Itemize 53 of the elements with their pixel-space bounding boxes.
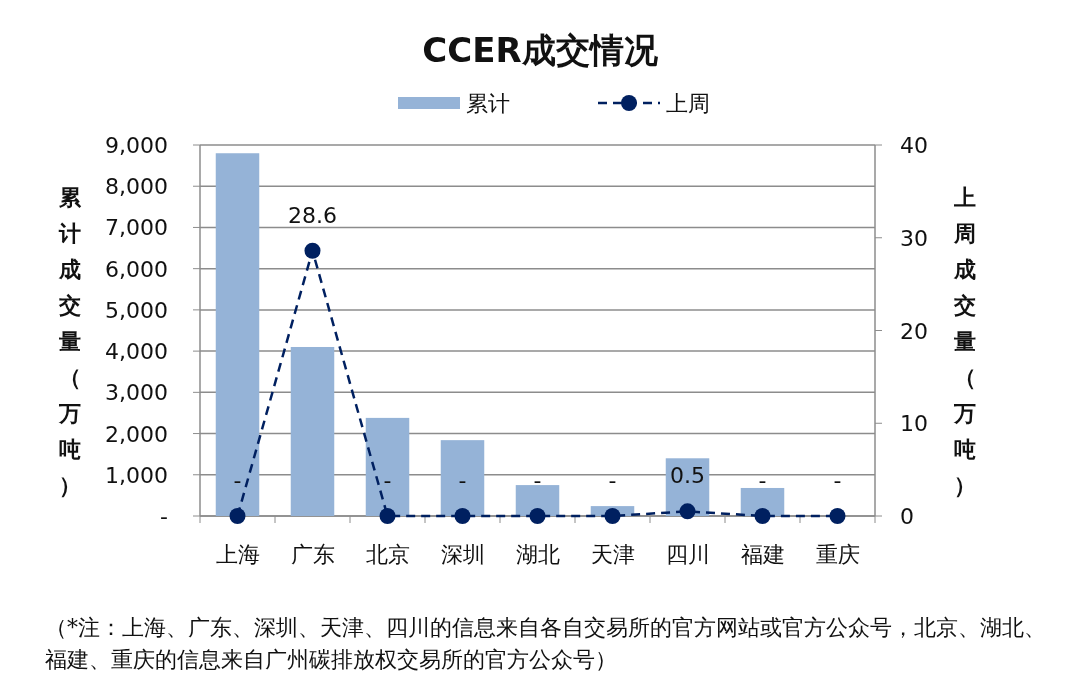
y-tick-label: 2,000 [105, 421, 168, 447]
x-tick-label: 上海 [215, 542, 260, 567]
data-label: - [833, 468, 842, 493]
point [604, 508, 621, 524]
bar [515, 485, 560, 516]
y-tick-label: 1,000 [105, 462, 168, 488]
chart-title: CCER成交情况 [422, 30, 659, 70]
x-tick-label: 湖北 [515, 542, 560, 567]
text: 上周成交量（万吨） [954, 185, 976, 498]
x-tick-label: 广东 [290, 542, 335, 567]
data-label: 28.6 [288, 202, 337, 228]
y-tick-label: 3,000 [105, 380, 168, 406]
y-tick-label: 7,000 [105, 215, 168, 241]
point [304, 242, 321, 259]
x-tick-label: 北京 [365, 542, 410, 567]
y2-tick-label: 20 [900, 318, 928, 344]
data-label: - [233, 468, 242, 493]
x-tick-label: 天津 [590, 542, 635, 567]
y-tick-label: 9,000 [105, 133, 168, 158]
bar [440, 440, 485, 516]
bar [290, 346, 335, 516]
x-tick-label: 四川 [665, 542, 710, 567]
point [829, 508, 846, 524]
point [679, 503, 696, 520]
y-tick-label: - [160, 504, 168, 529]
y-tick-label: 8,000 [105, 174, 168, 200]
bar [365, 417, 410, 516]
y-tick-label: 6,000 [105, 256, 168, 282]
data-label: - [533, 468, 542, 493]
bar [215, 153, 260, 516]
y-tick-label: 4,000 [105, 339, 168, 365]
x-tick-label: 福建 [740, 542, 785, 567]
y2-tick-label: 40 [900, 133, 928, 158]
y2-tick-label: 10 [900, 411, 928, 437]
data-label: - [458, 468, 467, 493]
data-label: - [608, 468, 617, 493]
y2-tick-label: 0 [900, 504, 914, 529]
y-tick-label: 5,000 [105, 297, 168, 323]
point [454, 508, 471, 524]
y2-tick-label: 30 [900, 225, 928, 251]
data-label: - [758, 468, 767, 493]
point [379, 508, 396, 524]
legend-label: 累计 [466, 91, 510, 116]
point [529, 508, 546, 524]
x-tick-label: 重庆 [815, 542, 860, 567]
data-label: - [383, 468, 392, 493]
data-label: 0.5 [670, 463, 705, 489]
text: （*注：上海、广东、深圳、天津、四川的信息来自各自交易所的官方网站或官方公众号，北京、湖北、福建、重庆的信息来自广州碳排放权交易所的官方公众号） [45, 614, 1047, 674]
point [754, 508, 771, 524]
legend-label: 上周 [666, 91, 710, 116]
text: 累计成交量（万吨） [59, 185, 81, 498]
point [229, 508, 246, 524]
x-tick-label: 深圳 [440, 542, 485, 567]
